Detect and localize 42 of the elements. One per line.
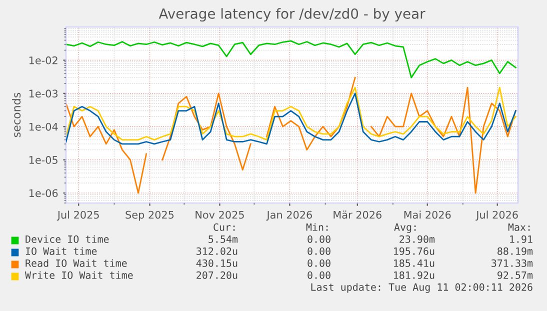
text: 430.15u xyxy=(196,259,238,267)
x-tick-label: Jul 2026 xyxy=(476,210,518,221)
legend-label: IO Wait time xyxy=(26,247,97,255)
text: 0.00 xyxy=(308,235,330,243)
y-axis-title: seconds xyxy=(12,92,21,138)
y-tick-label: 1e-06 xyxy=(29,189,58,198)
text: 0.00 xyxy=(308,247,330,255)
line-series xyxy=(66,40,516,78)
x-tick-label: Jan 2026 xyxy=(266,210,312,221)
text: Avg: xyxy=(394,223,416,233)
text: Cur: xyxy=(214,223,235,231)
legend-label: Write IO Wait time xyxy=(25,271,133,279)
text: 195.76u xyxy=(394,247,434,255)
x-tick-label: Sep 2025 xyxy=(126,210,174,221)
y-tick-label: 1e-02 xyxy=(29,56,58,64)
text: 0.00 xyxy=(308,271,330,279)
text: 23.90m xyxy=(400,235,435,243)
y-tick-label: 1e-03 xyxy=(29,90,58,98)
text: Max: xyxy=(508,223,530,231)
legend-label: Device IO time xyxy=(26,235,109,243)
line-series xyxy=(66,86,516,141)
text: 92.57m xyxy=(498,271,533,279)
x-tick-label: Mär 2026 xyxy=(334,210,382,219)
y-tick-label: 1e-05 xyxy=(29,156,58,164)
text: 207.20u xyxy=(196,271,238,279)
text: 1.91 xyxy=(510,235,532,243)
y-tick-label: 1e-04 xyxy=(29,122,58,131)
text: 0.00 xyxy=(308,259,330,267)
x-tick-label: Mai 2026 xyxy=(404,210,451,219)
x-tick-label: Nov 2025 xyxy=(196,210,244,219)
text: 312.02u xyxy=(196,247,238,255)
text: 88.19m xyxy=(498,247,533,255)
text: Last update: Tue Aug 11 02:00:11 2026 xyxy=(311,283,532,293)
text: 181.92u xyxy=(394,271,434,279)
line-series xyxy=(66,92,516,145)
text: 185.41u xyxy=(394,259,434,267)
legend-label: Read IO Wait time xyxy=(26,259,127,267)
text: 5.54m xyxy=(208,235,238,243)
chart-title: Average latency for /dev/zd0 - by year xyxy=(158,8,426,22)
text: 371.33m xyxy=(492,259,533,267)
text: Min: xyxy=(306,223,328,231)
x-tick-label: Jul 2025 xyxy=(56,210,99,221)
